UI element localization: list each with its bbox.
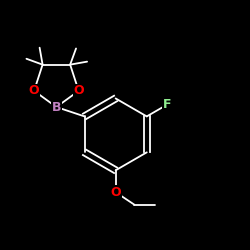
Text: F: F (163, 98, 171, 111)
Text: B: B (52, 100, 61, 114)
Text: O: O (29, 84, 40, 97)
Text: O: O (110, 186, 121, 199)
Text: O: O (73, 84, 84, 97)
